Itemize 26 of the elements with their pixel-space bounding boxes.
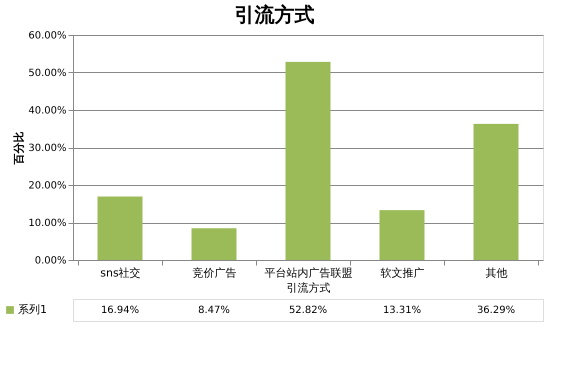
y-axis-title: 百分比 (12, 132, 26, 166)
x-axis-title: 引流方式 (286, 282, 330, 294)
y-tick-label: 30.00% (28, 143, 66, 154)
chart-title: 引流方式 (234, 2, 315, 26)
y-tick-label: 0.00% (34, 256, 66, 266)
x-tick-label: sns社交 (100, 266, 141, 280)
y-tick-label: 40.00% (28, 106, 66, 116)
x-tick-label: 平台站内广告联盟 (264, 266, 352, 280)
y-tick-label: 20.00% (28, 180, 66, 192)
y-tick-label: 10.00% (28, 218, 66, 229)
legend-label: 系列1 (18, 303, 47, 316)
data-label: 16.94% (100, 305, 140, 316)
x-tick-label: 软文推广 (380, 266, 424, 280)
bar (380, 210, 424, 260)
x-tick-label: 竞价广告 (192, 266, 236, 280)
y-tick-label: 60.00% (28, 30, 66, 42)
data-label: 52.82% (288, 305, 328, 316)
x-tick-label: 其他 (486, 266, 508, 280)
bar (474, 124, 518, 260)
data-label: 13.31% (382, 305, 422, 316)
bar (98, 196, 142, 260)
data-label: 36.29% (476, 305, 516, 316)
data-label: 8.47% (198, 305, 230, 316)
bar (286, 62, 330, 260)
bar (192, 228, 236, 260)
y-tick-label: 50.00% (28, 68, 66, 79)
